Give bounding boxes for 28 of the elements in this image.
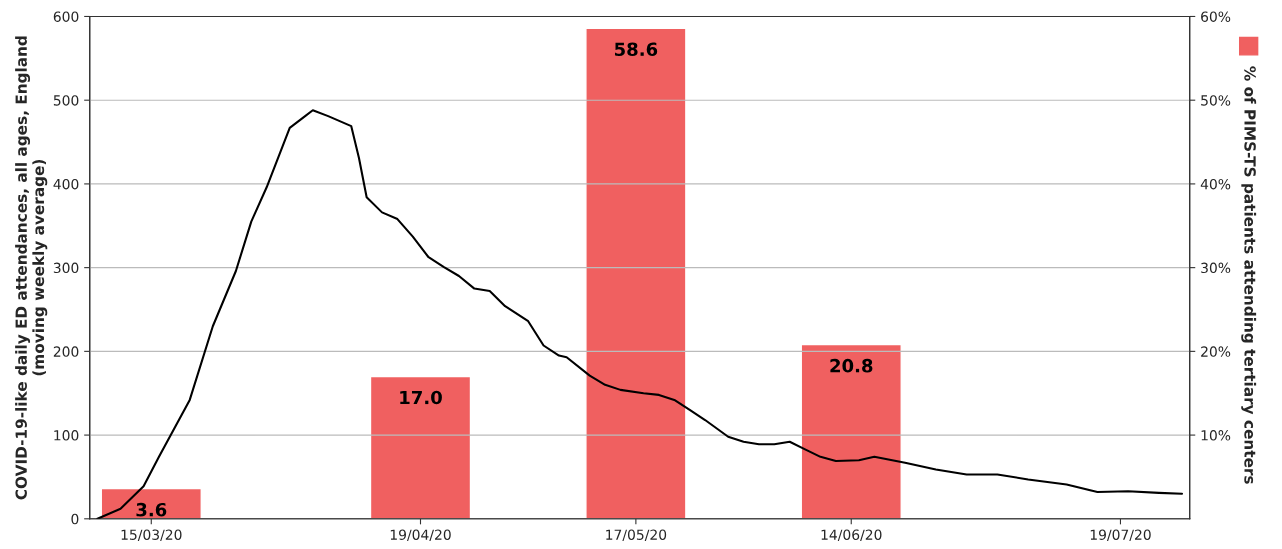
x-tick-label: 19/07/20: [1090, 529, 1151, 542]
y-axis-title: COVID-19-like daily ED attendances, all ages, England (moving weekly average): [15, 36, 48, 500]
data-label: 58.6: [614, 42, 658, 57]
y-tick-label: 400: [53, 178, 79, 190]
data-label: 17.0: [400, 390, 442, 405]
x-tick-label: 19/04/20: [390, 529, 451, 542]
bar: [369, 375, 472, 519]
x-tick-label: 17/05/20: [606, 529, 667, 542]
data-label: 20.8: [830, 358, 873, 373]
y2-tick-label: 50%: [1201, 95, 1231, 106]
y-tick-label: 0: [71, 513, 79, 525]
y-tick-label: 200: [53, 346, 79, 357]
y-tick-label: 600: [53, 11, 79, 22]
y2-tick-label: 20%: [1201, 346, 1231, 357]
y2-tick-label: 40%: [1200, 178, 1231, 190]
bar: [800, 343, 902, 519]
y2-tick-label: 10%: [1201, 430, 1231, 441]
bar: [585, 27, 687, 519]
x-tick-label: 15/03/20: [121, 529, 182, 542]
y-tick-label: 500: [53, 95, 79, 106]
legend-label: % of PIMS-TS patients attending tertiary centers: [1241, 66, 1257, 484]
data-label: 3.6: [136, 502, 167, 517]
line-series: [96, 109, 1184, 519]
y2-tick-label: 60%: [1201, 11, 1231, 22]
y2-tick-label: 30%: [1201, 262, 1231, 274]
y-tick-label: 300: [53, 262, 79, 274]
x-tick-label: 14/06/20: [821, 529, 882, 542]
y-tick-label: 100: [54, 430, 79, 441]
